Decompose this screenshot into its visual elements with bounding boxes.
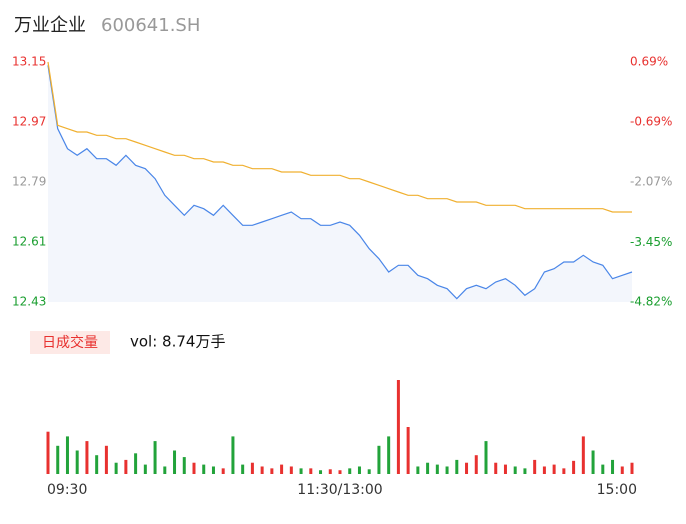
y-tick-label: 12.43 — [12, 295, 46, 309]
volume-bar — [552, 464, 556, 474]
volume-bar — [163, 466, 167, 474]
volume-bar — [377, 445, 381, 474]
volume-bar — [533, 459, 537, 474]
volume-bar — [484, 441, 488, 474]
volume-bar — [396, 380, 400, 474]
y2-tick-label: -2.07% — [630, 175, 672, 189]
volume-bar — [406, 427, 410, 474]
x-tick-label: 15:00 — [597, 482, 637, 498]
volume-bar — [299, 468, 303, 474]
volume-bar — [338, 470, 342, 474]
volume-bar — [494, 462, 498, 474]
volume-bar — [124, 459, 128, 474]
volume-bar — [250, 462, 254, 474]
volume-bar — [513, 466, 517, 474]
volume-bar — [328, 469, 332, 474]
y-tick-label: 13.15 — [12, 55, 46, 69]
volume-bar — [211, 466, 215, 474]
y2-tick-label: -3.45% — [630, 235, 672, 249]
volume-bar — [465, 462, 469, 474]
volume-bar — [542, 466, 546, 474]
volume-bar — [270, 468, 274, 474]
volume-bar — [620, 466, 624, 474]
volume-bar — [523, 468, 527, 474]
volume-bar — [435, 464, 439, 474]
volume-bar — [202, 464, 206, 474]
volume-bar — [46, 431, 50, 474]
volume-bar — [455, 459, 459, 474]
volume-text: vol: 8.74万手 — [130, 333, 225, 351]
volume-label-box — [30, 331, 110, 354]
volume-bar — [445, 466, 449, 474]
price-line — [47, 65, 633, 300]
volume-bar — [95, 455, 99, 474]
y2-tick-label: -0.69% — [630, 115, 672, 129]
volume-bar — [85, 441, 89, 474]
volume-bar — [601, 464, 605, 474]
volume-bar — [104, 445, 108, 474]
stock-code: 600641.SH — [101, 15, 200, 36]
volume-bar — [173, 450, 177, 474]
volume-bar — [581, 436, 585, 474]
volume-bar — [231, 436, 235, 474]
volume-bar — [572, 460, 576, 474]
volume-bar — [114, 462, 118, 474]
volume-bar — [426, 462, 430, 474]
stock-name: 万业企业 — [14, 15, 86, 36]
volume-bar — [611, 459, 615, 474]
volume-bar — [75, 450, 79, 474]
volume-bar — [182, 457, 186, 474]
volume-bar — [348, 468, 352, 474]
volume-bar — [280, 464, 284, 474]
price-area — [48, 65, 632, 302]
volume-bar — [153, 441, 157, 474]
average-line — [47, 61, 632, 213]
y2-tick-label: -4.82% — [630, 295, 672, 309]
y-tick-label: 12.61 — [12, 235, 46, 249]
y-tick-label: 12.79 — [12, 175, 46, 189]
y2-tick-label: 0.69% — [630, 55, 668, 69]
volume-bar — [65, 436, 69, 474]
x-tick-label: 11:30/13:00 — [297, 482, 382, 498]
volume-bar — [630, 462, 634, 474]
volume-bar — [387, 436, 391, 474]
volume-bar — [367, 469, 371, 474]
volume-label: 日成交量 — [42, 334, 98, 351]
volume-bar — [260, 466, 264, 474]
volume-bar — [562, 468, 566, 474]
volume-bar — [591, 450, 595, 474]
volume-bar — [357, 466, 361, 474]
volume-bar — [143, 464, 147, 474]
volume-bar — [134, 453, 138, 474]
volume-bar — [309, 468, 313, 474]
volume-bar — [474, 455, 478, 474]
volume-bar — [192, 462, 196, 474]
volume-bar — [416, 466, 420, 474]
volume-bar — [241, 464, 245, 474]
x-tick-label: 09:30 — [47, 482, 87, 498]
volume-bar — [289, 466, 293, 474]
volume-bar — [221, 468, 225, 474]
y-tick-label: 12.97 — [12, 115, 46, 129]
volume-bar — [56, 445, 60, 474]
volume-bar — [503, 464, 507, 474]
volume-bar — [319, 470, 323, 474]
